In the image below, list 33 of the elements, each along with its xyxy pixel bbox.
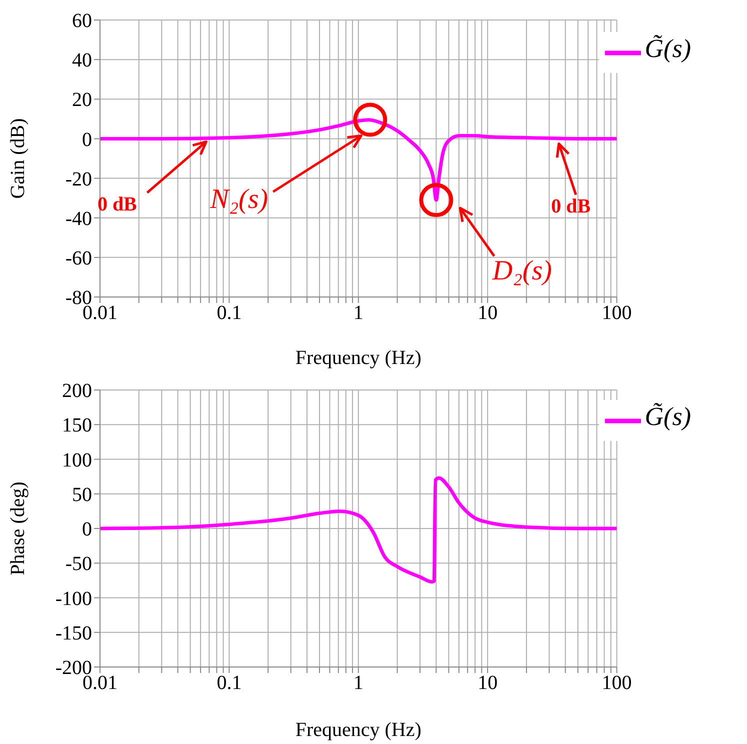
y-tick-label: -40	[65, 208, 92, 230]
annotation: D₂(s)	[491, 255, 552, 286]
y-tick-label: -150	[55, 622, 92, 644]
x-axis-title: Frequency (Hz)	[295, 347, 422, 369]
x-tick-label: 1	[353, 302, 364, 324]
x-tick-label: 100	[602, 672, 632, 694]
x-tick-label: 0.1	[216, 672, 242, 694]
y-tick-label: 200	[62, 380, 92, 402]
y-tick-label: -60	[65, 248, 92, 270]
y-tick-label: 50	[72, 484, 92, 506]
x-tick-label: 10	[478, 302, 498, 324]
y-tick-label: 100	[62, 449, 92, 472]
y-tick-label: 60	[72, 10, 92, 32]
x-tick-label: 100	[602, 302, 632, 324]
y-tick-label: 0	[82, 518, 92, 541]
annotation: 0 dB	[97, 193, 137, 216]
y-tick-label: -50	[65, 553, 92, 576]
legend-label: G̃(s)	[644, 402, 691, 431]
annotation: N₂(s)	[209, 184, 268, 216]
annotation: 0 dB	[551, 195, 591, 218]
y-axis-title: Gain (dB)	[7, 118, 30, 199]
y-tick-label: 20	[72, 89, 92, 112]
legend-label: G̃(s)	[644, 34, 691, 63]
y-tick-label: 0	[82, 128, 92, 151]
x-tick-label: 1	[353, 672, 364, 694]
x-tick-label: 10	[478, 672, 498, 694]
x-axis-title: Frequency (Hz)	[295, 719, 422, 741]
x-tick-label: 0.1	[216, 302, 242, 324]
y-tick-label: -100	[55, 588, 92, 610]
y-tick-label: -20	[65, 168, 92, 190]
y-tick-label: 150	[62, 414, 92, 437]
y-axis-title: Phase (deg)	[7, 482, 30, 576]
y-tick-label: 40	[72, 50, 92, 72]
